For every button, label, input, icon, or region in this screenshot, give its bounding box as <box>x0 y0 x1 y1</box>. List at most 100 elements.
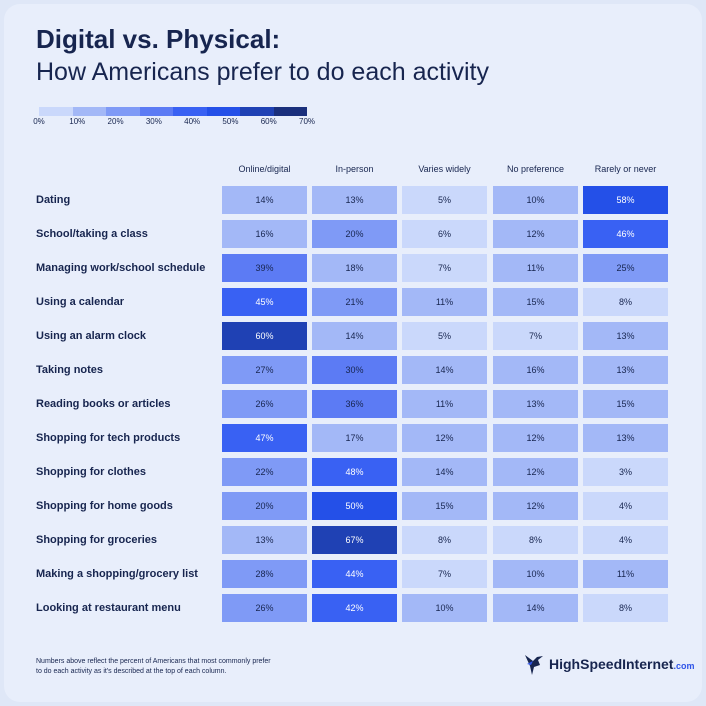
heatmap-cell: 13% <box>583 322 668 350</box>
heatmap-cell: 13% <box>222 526 307 554</box>
heatmap-cell: 4% <box>583 492 668 520</box>
row-label: Dating <box>36 194 71 206</box>
footnote: Numbers above reflect the percent of Ame… <box>36 658 271 675</box>
heatmap-cell: 12% <box>493 492 578 520</box>
heatmap-cell: 44% <box>312 560 397 588</box>
heatmap-cell: 16% <box>493 356 578 384</box>
heatmap-cell: 13% <box>583 356 668 384</box>
heatmap-cell: 15% <box>402 492 487 520</box>
heatmap-cell: 15% <box>583 390 668 418</box>
page-title: Digital vs. Physical: <box>36 24 281 54</box>
row-label: Managing work/school schedule <box>36 262 206 274</box>
color-scale-legend <box>39 107 307 116</box>
row-label: Making a shopping/grocery list <box>36 568 198 580</box>
heatmap-cell: 12% <box>402 424 487 452</box>
legend-swatch <box>173 107 207 116</box>
heatmap-cell: 8% <box>493 526 578 554</box>
column-header: No preference <box>506 164 565 174</box>
heatmap-cell: 60% <box>222 322 307 350</box>
heatmap-cell: 8% <box>583 594 668 622</box>
heatmap-cell: 13% <box>493 390 578 418</box>
heatmap-cell: 47% <box>222 424 307 452</box>
heatmap-cell: 7% <box>493 322 578 350</box>
heatmap-cell: 10% <box>493 560 578 588</box>
heatmap-cell: 14% <box>222 186 307 214</box>
column-header: Varies widely <box>418 164 471 174</box>
heatmap-cell: 11% <box>402 288 487 316</box>
heatmap-cell: 5% <box>402 322 487 350</box>
heatmap-cell: 11% <box>402 390 487 418</box>
heatmap-cell: 22% <box>222 458 307 486</box>
heatmap-cell: 14% <box>493 594 578 622</box>
heatmap-cell: 12% <box>493 458 578 486</box>
heatmap-cell: 13% <box>312 186 397 214</box>
legend-tick-label: 50% <box>222 117 239 126</box>
page-subtitle: How Americans prefer to do each activity <box>36 58 489 86</box>
legend-swatch <box>139 107 173 116</box>
logo-tld: .com <box>673 661 695 671</box>
heatmap-cell: 11% <box>583 560 668 588</box>
heatmap-cell: 46% <box>583 220 668 248</box>
heatmap-cell: 26% <box>222 594 307 622</box>
row-label: Looking at restaurant menu <box>36 602 181 614</box>
logo-brand-text: HighSpeedInternet.com <box>549 656 694 672</box>
row-label: Shopping for groceries <box>36 534 158 546</box>
legend-tick-label: 20% <box>107 117 124 126</box>
row-label: Using a calendar <box>36 296 125 308</box>
heatmap-cell: 58% <box>583 186 668 214</box>
heatmap-cell: 3% <box>583 458 668 486</box>
brand-logo: HighSpeedInternet.com <box>523 651 694 677</box>
heatmap-cell: 13% <box>583 424 668 452</box>
heatmap-cell: 16% <box>222 220 307 248</box>
heatmap-cell: 8% <box>583 288 668 316</box>
legend-swatch <box>206 107 240 116</box>
heatmap-cell: 28% <box>222 560 307 588</box>
legend-tick-label: 10% <box>69 117 86 126</box>
heatmap-cell: 67% <box>312 526 397 554</box>
heatmap-cell: 10% <box>493 186 578 214</box>
heatmap-cell: 25% <box>583 254 668 282</box>
legend-swatch <box>273 107 307 116</box>
heatmap-cell: 12% <box>493 424 578 452</box>
heatmap-cell: 7% <box>402 254 487 282</box>
heatmap-cell: 30% <box>312 356 397 384</box>
heatmap-cell: 50% <box>312 492 397 520</box>
heatmap-cell: 5% <box>402 186 487 214</box>
heatmap-cell: 42% <box>312 594 397 622</box>
column-header: Rarely or never <box>594 164 657 174</box>
column-header: Online/digital <box>238 164 291 174</box>
heatmap-cell: 39% <box>222 254 307 282</box>
column-header: In-person <box>335 164 374 174</box>
heatmap-cell: 36% <box>312 390 397 418</box>
heatmap-cell: 48% <box>312 458 397 486</box>
row-label: Shopping for home goods <box>36 500 173 512</box>
heatmap-cell: 21% <box>312 288 397 316</box>
legend-tick-label: 40% <box>184 117 201 126</box>
logo-brand-name: HighSpeedInternet <box>549 656 674 672</box>
legend-tick-label: 70% <box>298 117 316 126</box>
heatmap-cell: 18% <box>312 254 397 282</box>
heatmap-cell: 11% <box>493 254 578 282</box>
legend-swatch <box>106 107 140 116</box>
legend-swatch <box>240 107 274 116</box>
row-label: School/taking a class <box>36 228 148 240</box>
heatmap-cell: 26% <box>222 390 307 418</box>
heatmap-cell: 14% <box>402 356 487 384</box>
row-label: Shopping for clothes <box>36 466 146 478</box>
heatmap-cell: 20% <box>312 220 397 248</box>
row-label: Shopping for tech products <box>36 432 181 444</box>
heatmap-cell: 10% <box>402 594 487 622</box>
heatmap-cell: 15% <box>493 288 578 316</box>
heatmap-cell: 4% <box>583 526 668 554</box>
legend-tick-label: 60% <box>260 117 277 126</box>
heatmap-cell: 27% <box>222 356 307 384</box>
legend-swatch <box>72 107 106 116</box>
heatmap-cell: 20% <box>222 492 307 520</box>
hummingbird-icon <box>525 655 543 675</box>
legend-swatch <box>39 107 73 116</box>
legend-tick-label: 30% <box>145 117 162 126</box>
row-label: Taking notes <box>36 364 104 376</box>
heatmap-cell: 12% <box>493 220 578 248</box>
heatmap-cell: 7% <box>402 560 487 588</box>
heatmap-cell: 6% <box>402 220 487 248</box>
